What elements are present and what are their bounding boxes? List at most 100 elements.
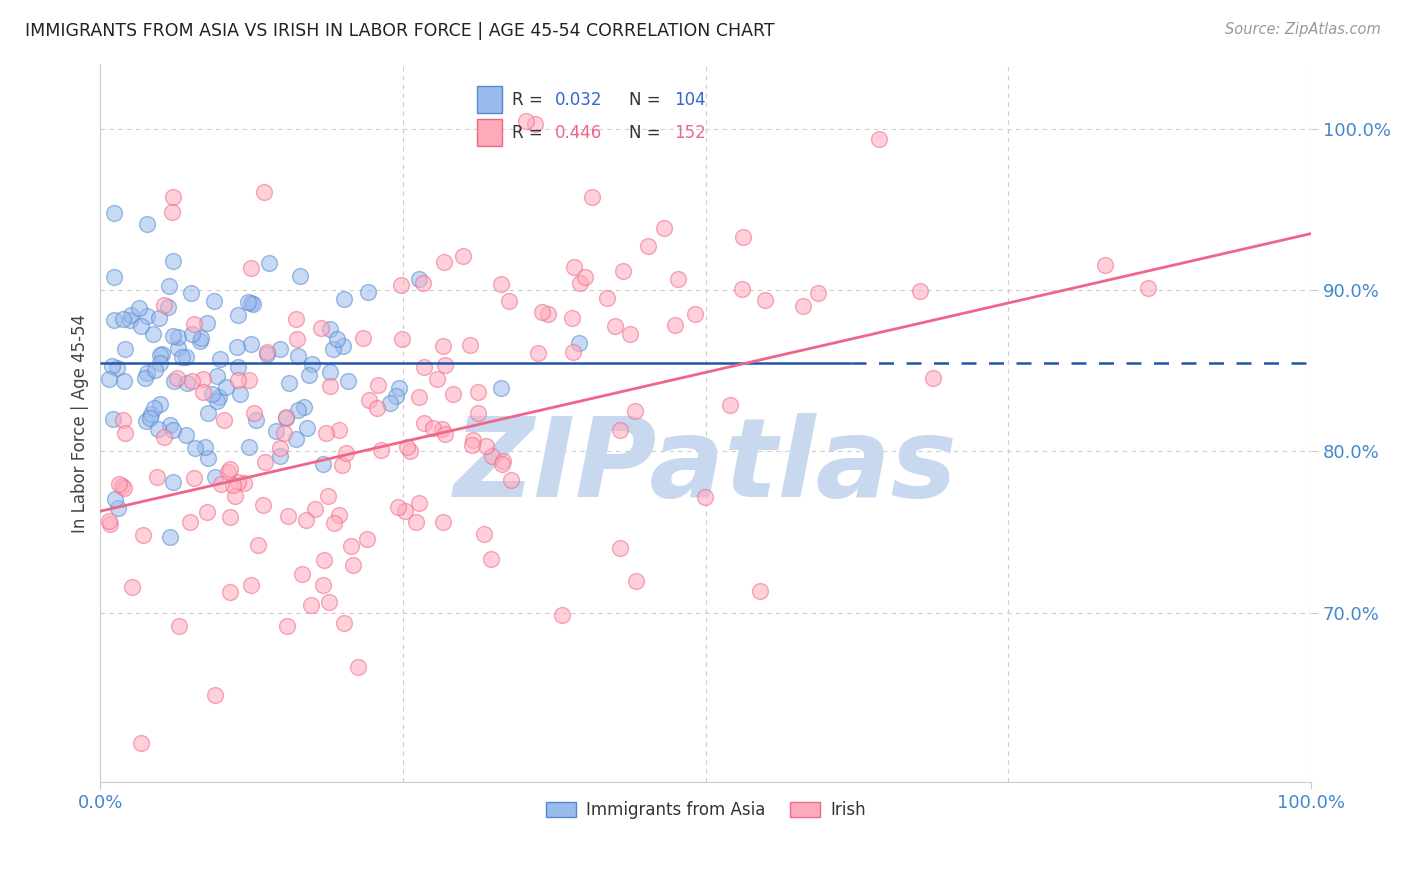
Point [162, 423, 184, 437]
Point [205, 369, 228, 384]
Point [215, 380, 238, 394]
Point [195, 505, 218, 519]
Point [333, 616, 356, 631]
Point [319, 379, 342, 393]
Point [153, 298, 176, 312]
Point [278, 376, 301, 390]
Point [312, 457, 335, 471]
Point [184, 441, 207, 455]
Point [107, 500, 129, 515]
Point [135, 414, 157, 428]
Point [319, 321, 342, 335]
Point [188, 334, 211, 348]
Point [461, 438, 484, 452]
Point [195, 316, 218, 330]
Point [467, 406, 489, 420]
Point [253, 455, 276, 469]
Point [396, 440, 419, 454]
Point [146, 421, 169, 435]
Point [163, 374, 186, 388]
Point [139, 410, 162, 425]
Point [166, 341, 188, 355]
Point [162, 190, 184, 204]
Point [562, 345, 585, 359]
Point [238, 373, 260, 387]
Point [112, 413, 135, 427]
Point [202, 293, 225, 308]
Point [183, 318, 205, 332]
Point [357, 392, 380, 407]
Point [453, 249, 475, 263]
Point [356, 532, 378, 546]
Point [432, 515, 454, 529]
Point [530, 305, 553, 319]
Point [342, 558, 364, 572]
Point [162, 254, 184, 268]
Point [730, 282, 752, 296]
Point [167, 619, 190, 633]
Point [273, 425, 295, 440]
Point [103, 205, 125, 219]
Point [301, 357, 323, 371]
Point [148, 310, 170, 325]
Point [120, 308, 142, 322]
Point [259, 256, 281, 270]
Point [197, 450, 219, 465]
Point [269, 342, 291, 356]
Point [157, 278, 180, 293]
Point [252, 498, 274, 512]
Point [181, 327, 204, 342]
Point [432, 422, 454, 436]
Point [120, 312, 142, 326]
Point [347, 660, 370, 674]
Point [637, 239, 659, 253]
Point [370, 443, 392, 458]
Point [434, 426, 457, 441]
Point [224, 489, 246, 503]
Point [112, 375, 135, 389]
Point [749, 583, 772, 598]
Point [209, 477, 232, 491]
Point [226, 475, 249, 490]
Point [568, 335, 591, 350]
Point [489, 277, 512, 292]
Point [240, 260, 263, 275]
Point [367, 378, 389, 392]
Point [479, 551, 502, 566]
Point [104, 491, 127, 506]
Y-axis label: In Labor Force | Age 45-54: In Labor Force | Age 45-54 [72, 314, 89, 533]
Point [217, 466, 239, 480]
Point [219, 509, 242, 524]
Point [111, 478, 134, 492]
Point [472, 527, 495, 541]
Point [792, 299, 814, 313]
Point [441, 387, 464, 401]
Point [524, 117, 547, 131]
Point [157, 300, 180, 314]
Point [869, 132, 891, 146]
Point [240, 295, 263, 310]
Point [287, 349, 309, 363]
Point [652, 220, 675, 235]
Point [174, 351, 197, 365]
Point [551, 607, 574, 622]
Point [574, 270, 596, 285]
Point [754, 293, 776, 307]
Point [276, 411, 298, 425]
Point [285, 432, 308, 446]
Point [135, 310, 157, 324]
Point [664, 318, 686, 333]
Point [149, 356, 172, 370]
Point [114, 426, 136, 441]
Point [162, 328, 184, 343]
Point [312, 577, 335, 591]
Point [1136, 281, 1159, 295]
Point [108, 477, 131, 491]
Point [568, 276, 591, 290]
Text: IMMIGRANTS FROM ASIA VS IRISH IN LABOR FORCE | AGE 45-54 CORRELATION CHART: IMMIGRANTS FROM ASIA VS IRISH IN LABOR F… [25, 22, 775, 40]
Point [328, 423, 350, 437]
Point [562, 260, 585, 274]
Point [284, 311, 307, 326]
Point [426, 372, 449, 386]
Point [276, 619, 298, 633]
